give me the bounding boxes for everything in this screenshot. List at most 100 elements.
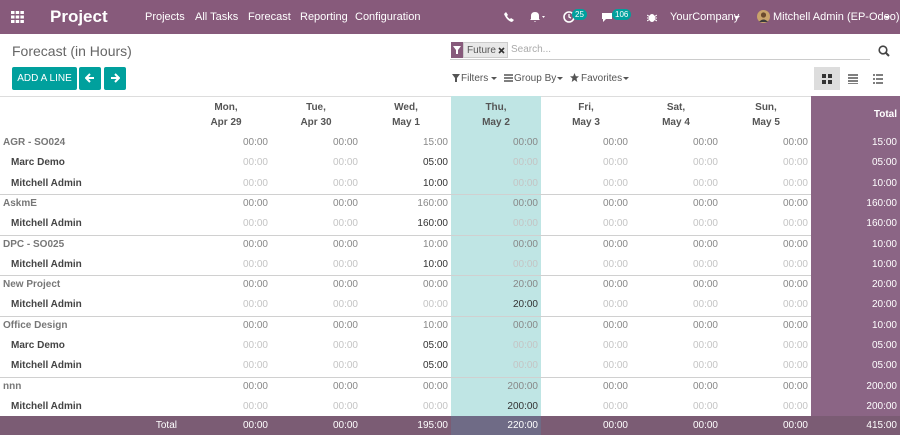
cell-value[interactable]: 00:00 xyxy=(602,340,628,351)
cell-value: 00:00 xyxy=(332,197,358,209)
cell-value[interactable]: 00:00 xyxy=(782,360,808,372)
cell-value[interactable]: 00:00 xyxy=(692,258,718,270)
cell-value[interactable]: 00:00 xyxy=(332,218,358,230)
cell-value: 00:00 xyxy=(692,197,718,209)
row-total: 10:00 xyxy=(871,177,897,189)
cell-value[interactable]: 00:00 xyxy=(242,157,268,169)
cell-value[interactable]: 00:00 xyxy=(602,218,628,230)
cell-value[interactable]: 00:00 xyxy=(242,258,268,270)
grid-view-button[interactable] xyxy=(814,67,840,90)
total-column xyxy=(811,96,900,416)
debug-icon[interactable] xyxy=(647,11,657,23)
cell-value[interactable]: 00:00 xyxy=(692,299,718,311)
cell-value[interactable]: 00:00 xyxy=(602,400,628,412)
pivot-view-button[interactable] xyxy=(840,67,865,90)
cell-value[interactable]: 00:00 xyxy=(602,258,628,270)
cell-value[interactable]: 00:00 xyxy=(782,299,808,311)
cell-value: 15:00 xyxy=(422,137,448,148)
chat-icon[interactable] xyxy=(601,12,613,23)
cell-value[interactable]: 00:00 xyxy=(242,299,268,311)
cell-value[interactable]: 200:00 xyxy=(507,400,538,412)
cell-value[interactable]: 00:00 xyxy=(512,340,538,351)
cell-value[interactable]: 00:00 xyxy=(782,258,808,270)
cell-value[interactable]: 00:00 xyxy=(332,177,358,189)
phone-icon[interactable] xyxy=(504,12,514,22)
cell-value[interactable]: 00:00 xyxy=(692,400,718,412)
row-total: 15:00 xyxy=(871,137,897,148)
cell-value[interactable]: 05:00 xyxy=(422,360,448,372)
cell-value[interactable]: 00:00 xyxy=(242,177,268,189)
cell-value[interactable]: 00:00 xyxy=(242,218,268,230)
cell-value[interactable]: 00:00 xyxy=(242,340,268,351)
menu-item[interactable]: Reporting xyxy=(300,11,348,23)
company-switcher[interactable]: YourCompany xyxy=(670,11,740,23)
cell-value[interactable]: 00:00 xyxy=(602,157,628,169)
cell-value[interactable]: 00:00 xyxy=(602,360,628,372)
cell-value: 00:00 xyxy=(332,279,358,291)
cell-value[interactable]: 05:00 xyxy=(422,157,448,169)
cell-value[interactable]: 00:00 xyxy=(782,218,808,230)
search-input[interactable]: Search... xyxy=(511,44,552,55)
menu-item[interactable]: Forecast xyxy=(248,11,291,23)
cell-value[interactable]: 00:00 xyxy=(782,177,808,189)
cell-value[interactable]: 00:00 xyxy=(782,400,808,412)
cell-value: 00:00 xyxy=(242,137,268,148)
cell-value[interactable]: 00:00 xyxy=(782,157,808,169)
search-icon[interactable] xyxy=(878,45,890,57)
row-total: 200:00 xyxy=(866,380,897,392)
column-date: Apr 29 xyxy=(210,117,242,128)
cell-value[interactable]: 00:00 xyxy=(242,400,268,412)
next-button[interactable] xyxy=(104,67,126,90)
group-name: Office Design xyxy=(3,319,68,331)
search-facet[interactable]: Future xyxy=(463,42,508,58)
cell-value[interactable]: 00:00 xyxy=(332,258,358,270)
cell-value[interactable]: 00:00 xyxy=(512,157,538,169)
cell-value[interactable]: 00:00 xyxy=(332,157,358,169)
facet-remove[interactable] xyxy=(498,47,505,54)
cell-value[interactable]: 00:00 xyxy=(332,340,358,351)
user-menu[interactable]: Mitchell Admin (EP-Odoo) xyxy=(773,11,900,23)
cell-value[interactable]: 00:00 xyxy=(512,177,538,189)
cell-value[interactable]: 00:00 xyxy=(332,299,358,311)
menu-item[interactable]: Configuration xyxy=(355,11,421,23)
cell-value[interactable]: 00:00 xyxy=(422,400,448,412)
row-name: Mitchell Admin xyxy=(11,360,82,372)
cell-value: 00:00 xyxy=(602,279,628,291)
cell-value[interactable]: 10:00 xyxy=(422,258,448,270)
bell-icon[interactable] xyxy=(530,11,546,23)
cell-value[interactable]: 00:00 xyxy=(242,360,268,372)
menu-item[interactable]: Projects xyxy=(145,11,185,23)
footer-label: Total xyxy=(155,420,177,431)
cell-value[interactable]: 00:00 xyxy=(332,400,358,412)
groupby-menu[interactable]: Group By xyxy=(514,73,557,84)
row-name: Mitchell Admin xyxy=(11,258,82,270)
cell-value[interactable]: 05:00 xyxy=(422,340,448,351)
filters-menu[interactable]: Filters xyxy=(461,73,489,84)
cell-value: 00:00 xyxy=(512,319,538,331)
cell-value[interactable]: 00:00 xyxy=(602,177,628,189)
cell-value[interactable]: 00:00 xyxy=(512,258,538,270)
cell-value[interactable]: 00:00 xyxy=(692,177,718,189)
cell-value[interactable]: 00:00 xyxy=(692,218,718,230)
cell-value[interactable]: 00:00 xyxy=(512,218,538,230)
list-view-button[interactable] xyxy=(865,67,890,90)
cell-value[interactable]: 00:00 xyxy=(692,360,718,372)
cell-value[interactable]: 00:00 xyxy=(602,299,628,311)
apps-icon[interactable] xyxy=(11,11,24,23)
cell-value[interactable]: 00:00 xyxy=(692,157,718,169)
cell-value[interactable]: 00:00 xyxy=(692,340,718,351)
group-separator xyxy=(0,193,811,195)
favorites-menu[interactable]: Favorites xyxy=(581,73,623,84)
cell-value[interactable]: 00:00 xyxy=(512,360,538,372)
prev-button[interactable] xyxy=(79,67,101,90)
menu-item[interactable]: All Tasks xyxy=(195,11,239,23)
add-line-button[interactable]: ADD A LINE xyxy=(12,67,77,90)
row-name: Mitchell Admin xyxy=(11,218,82,230)
cell-value[interactable]: 10:00 xyxy=(422,177,448,189)
cell-value[interactable]: 00:00 xyxy=(422,299,448,311)
cell-value[interactable]: 00:00 xyxy=(782,340,808,351)
cell-value[interactable]: 160:00 xyxy=(417,218,448,230)
cell-value[interactable]: 20:00 xyxy=(512,299,538,311)
footer-total: 415:00 xyxy=(866,420,897,431)
cell-value[interactable]: 00:00 xyxy=(332,360,358,372)
